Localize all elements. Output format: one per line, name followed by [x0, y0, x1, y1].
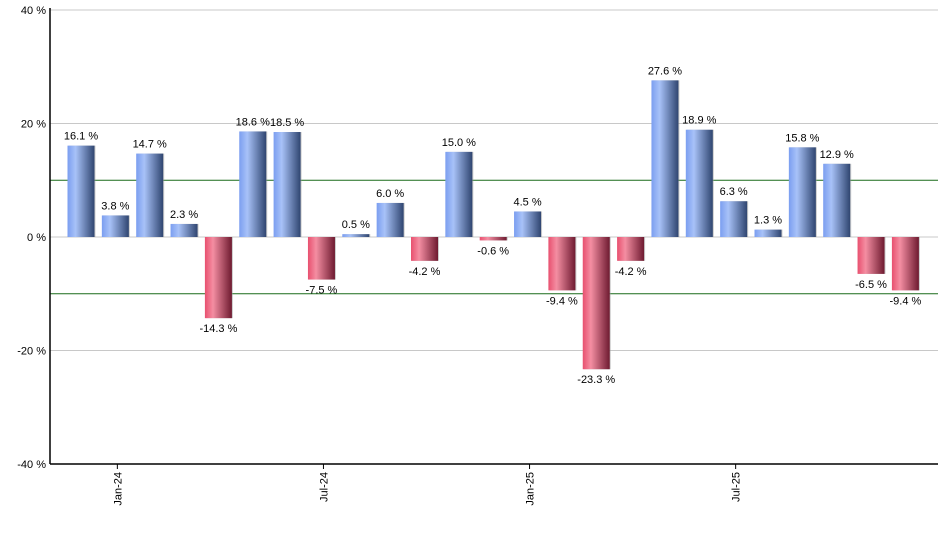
y-tick-label: 40 %	[21, 5, 46, 17]
data-label: 18.5 %	[270, 117, 304, 129]
data-label: 18.6 %	[236, 116, 270, 128]
data-label: -9.4 %	[890, 295, 922, 307]
bar	[754, 229, 782, 237]
x-tick-label: Jan-24	[112, 472, 124, 506]
data-label: -9.4 %	[546, 295, 578, 307]
y-tick-label: 0 %	[27, 232, 46, 244]
bar	[273, 132, 301, 237]
bar	[136, 153, 164, 237]
data-label: 18.9 %	[682, 115, 716, 127]
data-label: -0.6 %	[477, 245, 509, 257]
bar	[445, 151, 473, 237]
data-label: 3.8 %	[101, 200, 129, 212]
bar	[239, 131, 267, 237]
bar	[720, 201, 748, 237]
data-label: 12.9 %	[820, 149, 854, 161]
data-label: 6.0 %	[376, 188, 404, 200]
bar	[891, 237, 919, 291]
data-label: -7.5 %	[306, 285, 338, 297]
bar	[788, 147, 816, 237]
bar	[204, 237, 232, 319]
bar	[582, 237, 610, 370]
bar	[617, 237, 645, 261]
data-label: -6.5 %	[855, 279, 887, 291]
bar	[651, 80, 679, 238]
data-label: 16.1 %	[64, 131, 98, 143]
data-label: -4.2 %	[409, 266, 441, 278]
bar	[170, 223, 198, 237]
bar	[548, 237, 576, 291]
bar	[685, 129, 713, 237]
bar	[307, 237, 335, 280]
bar	[101, 215, 129, 237]
bar	[67, 145, 95, 237]
bar	[411, 237, 438, 261]
data-label: 4.5 %	[513, 196, 541, 208]
data-label: 1.3 %	[754, 215, 782, 227]
data-label: 2.3 %	[170, 209, 198, 221]
bar	[514, 211, 542, 237]
x-tick-label: Jul-25	[731, 472, 743, 502]
x-tick-label: Jul-24	[318, 472, 330, 502]
x-tick-label: Jan-25	[525, 472, 537, 506]
data-label: -4.2 %	[615, 266, 647, 278]
data-label: -14.3 %	[199, 323, 237, 335]
y-tick-label: -20 %	[17, 346, 46, 358]
y-tick-label: -40 %	[17, 459, 46, 471]
data-label: 14.7 %	[133, 139, 167, 151]
data-label: 6.3 %	[720, 186, 748, 198]
bar	[857, 237, 885, 274]
bar	[479, 237, 507, 241]
data-label: 15.0 %	[442, 137, 476, 149]
bar	[823, 163, 851, 237]
data-label: 15.8 %	[785, 132, 819, 144]
data-label: 0.5 %	[342, 219, 370, 231]
data-label: 27.6 %	[648, 65, 682, 77]
bar	[376, 202, 404, 237]
data-label: -23.3 %	[577, 374, 615, 386]
y-tick-label: 20 %	[21, 119, 46, 131]
bar	[342, 234, 370, 237]
